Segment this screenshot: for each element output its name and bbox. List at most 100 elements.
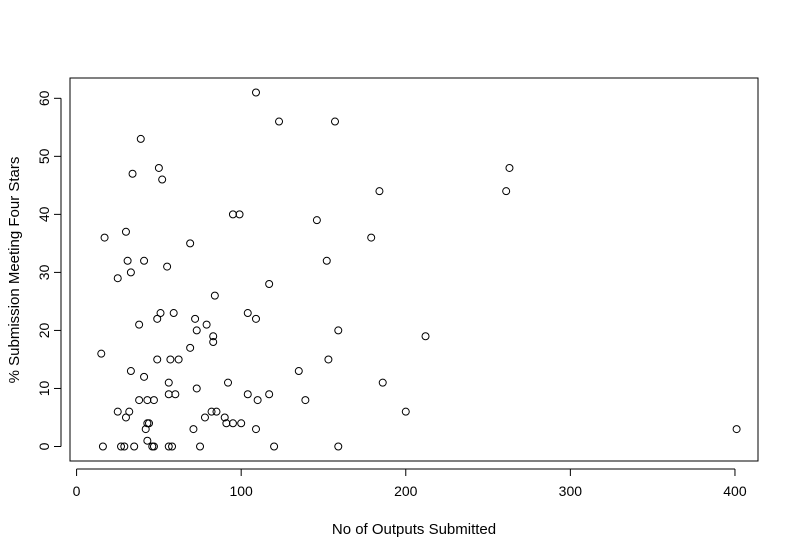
data-point <box>192 384 201 393</box>
data-point <box>135 396 144 405</box>
data-point <box>130 442 139 451</box>
data-point <box>163 262 172 271</box>
data-point <box>322 256 331 265</box>
data-point <box>121 227 130 236</box>
data-point <box>367 233 376 242</box>
data-point <box>253 396 262 405</box>
y-axis: 0 10 20 30 40 50 60 <box>36 90 62 450</box>
data-point <box>117 442 126 451</box>
data-point <box>186 343 195 352</box>
y-axis-title: % Submission Meeting Four Stars <box>6 157 23 384</box>
data-point <box>135 320 144 329</box>
data-point <box>164 378 173 387</box>
data-point <box>334 326 343 335</box>
data-point <box>168 442 177 451</box>
data-point <box>401 407 410 416</box>
data-point <box>324 355 333 364</box>
data-point <box>330 117 339 126</box>
data-point <box>153 314 162 323</box>
data-point <box>98 442 107 451</box>
x-tick-label: 200 <box>394 483 418 499</box>
data-point <box>421 332 430 341</box>
data-point <box>156 309 165 318</box>
data-point <box>191 314 200 323</box>
data-point <box>505 163 514 172</box>
data-point <box>164 442 173 451</box>
data-point <box>174 355 183 364</box>
data-point <box>210 291 219 300</box>
data-point <box>237 419 246 428</box>
data-point <box>200 413 209 422</box>
data-point <box>189 425 198 434</box>
x-tick-label: 400 <box>723 483 747 499</box>
data-point <box>128 169 137 178</box>
data-point <box>375 187 384 196</box>
data-points <box>97 88 741 451</box>
data-point <box>207 407 216 416</box>
data-point <box>192 326 201 335</box>
data-point <box>123 256 132 265</box>
data-point <box>141 425 150 434</box>
data-point <box>140 372 149 381</box>
x-axis: 0 100 200 300 400 <box>73 468 747 499</box>
data-point <box>235 210 244 219</box>
data-point <box>502 187 511 196</box>
data-point <box>228 419 237 428</box>
data-point <box>100 233 109 242</box>
data-point <box>265 280 274 289</box>
data-point <box>186 239 195 248</box>
data-point <box>243 309 252 318</box>
data-point <box>153 355 162 364</box>
data-point <box>171 390 180 399</box>
data-point <box>140 256 149 265</box>
data-point <box>149 442 158 451</box>
data-point <box>136 134 145 143</box>
data-point <box>158 175 167 184</box>
data-point <box>270 442 279 451</box>
data-point <box>251 314 260 323</box>
data-point <box>143 436 152 445</box>
data-point <box>312 216 321 225</box>
data-point <box>125 407 134 416</box>
data-point <box>220 413 229 422</box>
data-point <box>126 268 135 277</box>
y-tick-label: 10 <box>36 380 52 396</box>
data-point <box>196 442 205 451</box>
data-point <box>97 349 106 358</box>
y-tick-label: 50 <box>36 148 52 164</box>
data-point <box>169 309 178 318</box>
data-point <box>294 367 303 376</box>
x-axis-title: No of Outputs Submitted <box>332 521 496 538</box>
data-point <box>265 390 274 399</box>
data-point <box>120 442 129 451</box>
data-point <box>224 378 233 387</box>
x-tick-label: 0 <box>73 483 81 499</box>
y-tick-label: 60 <box>36 90 52 106</box>
data-point <box>209 332 218 341</box>
data-point <box>121 413 130 422</box>
data-point <box>202 320 211 329</box>
x-tick-label: 100 <box>229 483 253 499</box>
y-tick-label: 40 <box>36 206 52 222</box>
data-point <box>113 274 122 283</box>
data-point <box>166 355 175 364</box>
data-point <box>251 88 260 97</box>
data-point <box>154 163 163 172</box>
plot-frame <box>69 77 759 462</box>
data-point <box>243 390 252 399</box>
data-point <box>732 425 741 434</box>
data-point <box>113 407 122 416</box>
x-tick-label: 300 <box>559 483 583 499</box>
data-point <box>251 425 260 434</box>
data-point <box>126 367 135 376</box>
data-point <box>378 378 387 387</box>
data-point <box>334 442 343 451</box>
data-point <box>145 419 154 428</box>
y-tick-label: 0 <box>36 442 52 450</box>
data-point <box>275 117 284 126</box>
data-point <box>301 396 310 405</box>
data-point <box>149 396 158 405</box>
data-point <box>212 407 221 416</box>
